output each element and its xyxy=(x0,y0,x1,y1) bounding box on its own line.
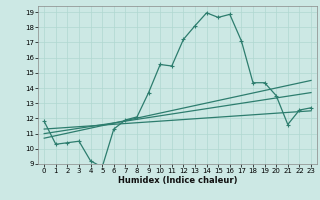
X-axis label: Humidex (Indice chaleur): Humidex (Indice chaleur) xyxy=(118,176,237,185)
